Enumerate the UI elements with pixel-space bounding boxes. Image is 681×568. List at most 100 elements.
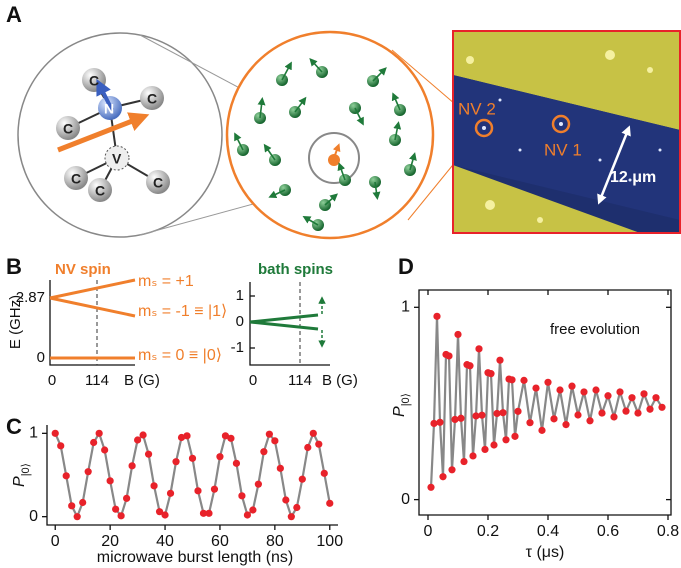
data-point (177, 433, 186, 442)
micrograph: NV 2 NV 1 12 μm (452, 30, 681, 234)
data-point (433, 312, 441, 320)
axis-label: B (G) (124, 372, 160, 389)
nv-label: NV 1 (544, 140, 582, 159)
data-point (610, 413, 618, 421)
atom-label: C (71, 171, 81, 187)
data-point (598, 409, 606, 417)
data-point (526, 419, 534, 427)
y-axis-label-sub: |0⟩ (400, 393, 412, 406)
data-point (133, 436, 142, 444)
fit-line (54, 430, 331, 520)
data-point (188, 454, 197, 462)
data-point (304, 443, 312, 452)
data-point (586, 417, 594, 425)
data-point (101, 446, 109, 454)
data-point (315, 440, 323, 448)
x-tick-label: 0.6 (597, 523, 619, 540)
data-point (499, 409, 507, 417)
data-point (62, 472, 70, 480)
data-point (128, 462, 136, 470)
tick-label: 0 (236, 313, 244, 330)
nv-level-diagram: NV spin 2.87 0 0 114 B (G) E (GHz) mₛ = … (7, 261, 227, 389)
data-point (112, 505, 120, 513)
data-point (68, 502, 76, 510)
data-point (221, 432, 230, 440)
data-point (514, 407, 522, 415)
data-point (51, 429, 59, 437)
data-point (73, 513, 81, 521)
data-point (538, 426, 546, 434)
data-point (427, 483, 435, 491)
data-point (150, 482, 158, 490)
atom-label: N (104, 101, 114, 117)
data-point (634, 409, 642, 417)
atom-label: C (95, 183, 105, 199)
data-point (451, 415, 459, 424)
data-point (298, 475, 306, 483)
data-point (496, 356, 504, 364)
data-point (532, 384, 540, 392)
lattice-diagram: C C C C C C N V (17, 32, 331, 238)
data-point (472, 412, 480, 420)
data-point (592, 386, 600, 394)
y-axis-label-main: P (391, 406, 408, 417)
data-point (210, 485, 219, 493)
data-point (445, 352, 453, 360)
data-point (155, 508, 164, 516)
tick-label: 0 (249, 372, 257, 389)
tick-label: 0 (48, 372, 56, 389)
x-tick-label: 0 (51, 533, 60, 550)
data-point (254, 480, 262, 488)
data-point (199, 509, 208, 517)
data-point (161, 511, 169, 519)
axis-label: B (G) (322, 372, 358, 389)
tick-label: 1 (236, 287, 244, 304)
data-point (276, 464, 284, 472)
tick-label: 114 (288, 372, 312, 389)
data-point (79, 498, 87, 507)
atom-label: C (147, 91, 157, 107)
data-point (475, 345, 483, 353)
data-point (139, 431, 147, 439)
data-point (574, 411, 582, 419)
x-tick-label: 0.8 (657, 523, 679, 540)
level-label: mₛ = +1 (138, 273, 194, 290)
data-point (232, 459, 241, 467)
data-point (271, 437, 279, 445)
data-point (227, 434, 235, 442)
y-axis-label: P|0⟩ (391, 393, 412, 417)
data-point (123, 494, 131, 502)
data-point (144, 450, 153, 458)
axis-frame (46, 425, 338, 526)
data-point (106, 477, 114, 485)
data-point (604, 392, 612, 400)
panel-label: B (6, 254, 22, 279)
y-axis-label-main: P (11, 476, 28, 487)
data-point (117, 512, 125, 520)
annotation: free evolution (550, 321, 640, 338)
data-point (511, 432, 519, 440)
level-label: mₛ = 0 ≡ |0⟩ (138, 347, 222, 364)
x-tick-label: 80 (266, 533, 284, 550)
axis-label: E (GHz) (7, 295, 24, 349)
data-point (90, 438, 98, 447)
data-point (616, 388, 624, 396)
y-tick-label: 1 (29, 425, 38, 442)
data-point (580, 388, 588, 396)
data-point (562, 421, 570, 429)
data-point (287, 513, 295, 521)
data-point (84, 468, 92, 476)
data-point (550, 415, 558, 423)
data-point (502, 436, 510, 444)
data-point (640, 390, 648, 398)
data-point (481, 445, 489, 454)
atom-label: C (89, 73, 99, 89)
data-point (448, 466, 456, 474)
data-point (216, 453, 224, 461)
data-point (454, 330, 462, 339)
data-point (260, 448, 268, 456)
level-label: mₛ = -1 ≡ |1⟩ (138, 303, 227, 320)
panel-label: A (6, 2, 22, 27)
data-point (326, 499, 334, 507)
